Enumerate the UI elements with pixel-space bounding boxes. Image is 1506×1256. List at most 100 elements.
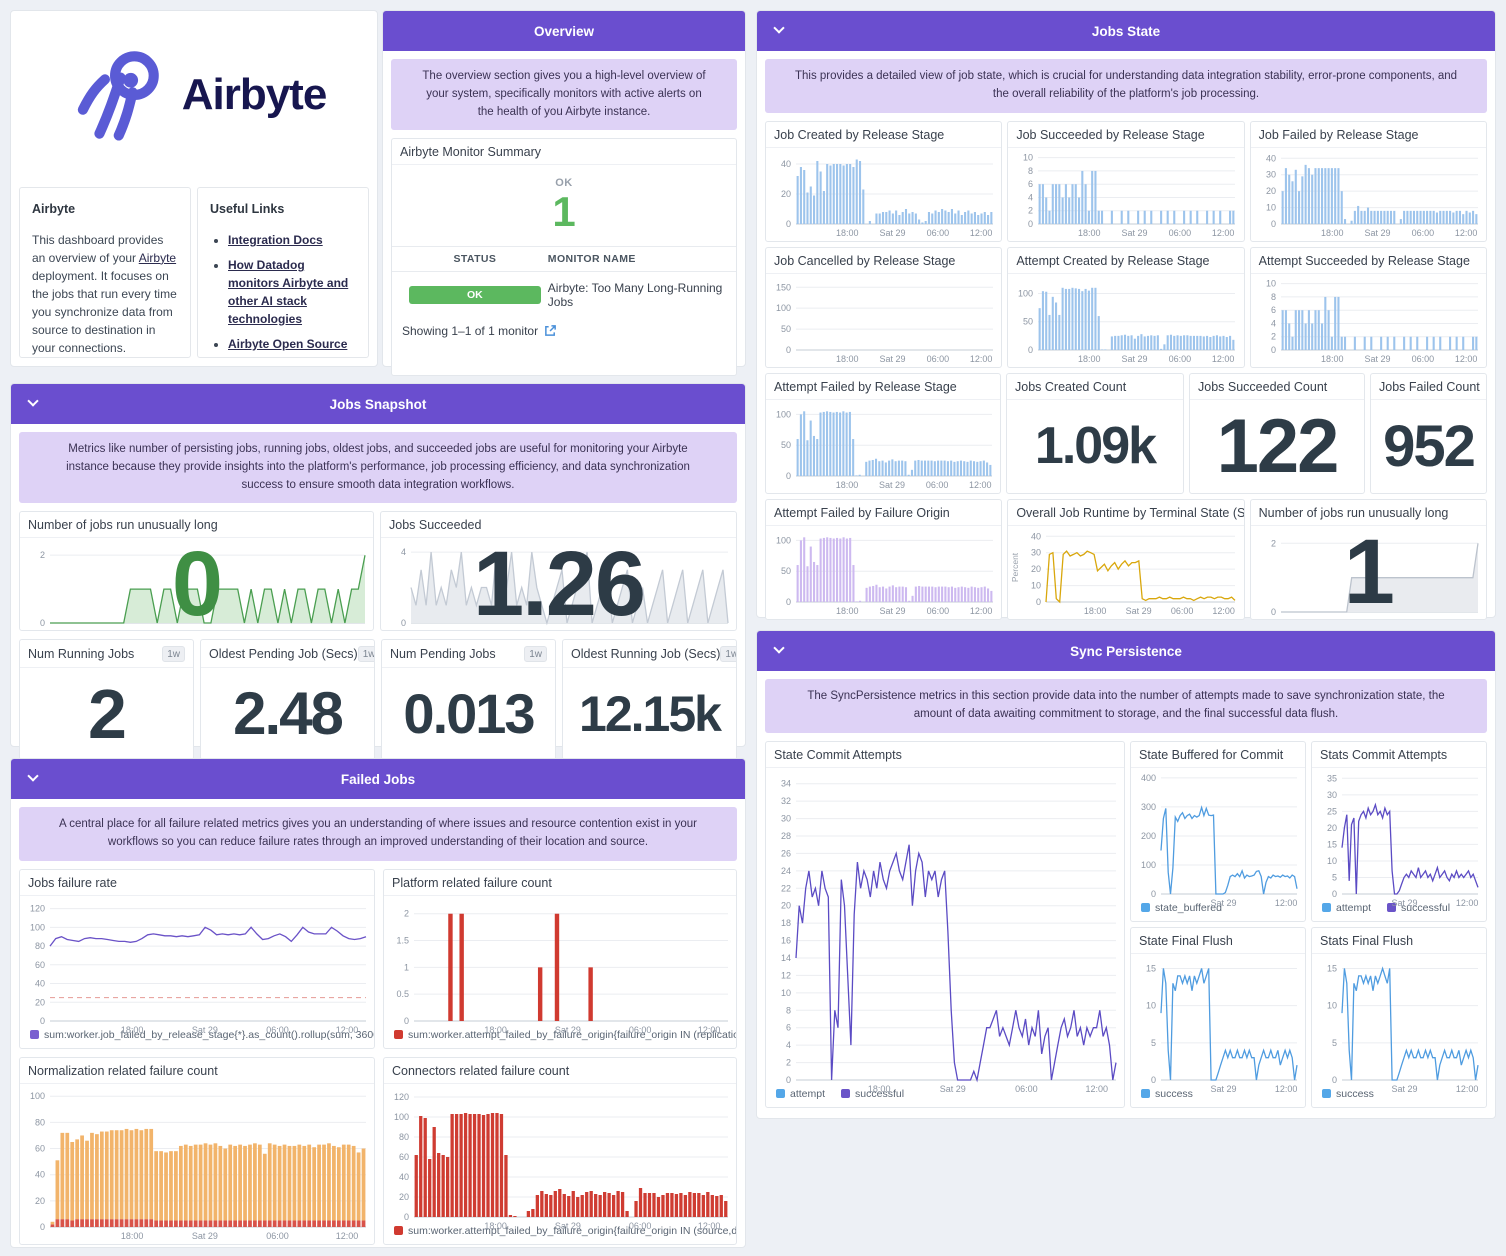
monitor-summary-widget[interactable]: Airbyte Monitor Summary OK 1 STATUS MONI…: [391, 138, 737, 377]
monitor-name[interactable]: Airbyte: Too Many Long-Running Jobs: [547, 280, 723, 309]
platform-failure-widget[interactable]: Platform related failure count 0 0.5 1 1.5 2…: [383, 868, 737, 1049]
connectors-failure-widget[interactable]: Connectors related failure count 0 20 40 60…: [383, 1056, 737, 1245]
job-created-widget[interactable]: Job Created by Release Stage 0 20 40 18:00 S…: [765, 120, 1003, 242]
svg-text:25: 25: [1327, 806, 1337, 816]
stats-final-flush-chart[interactable]: 0 5 10 15 Sat 29 12:00: [1312, 954, 1486, 1094]
chart-legend[interactable]: sum:worker.attempt_failed_by_failure_ori…: [384, 1026, 736, 1048]
svg-text:12:00: 12:00: [698, 1025, 721, 1035]
chart-legend[interactable]: sum:worker.attempt_failed_by_failure_ori…: [384, 1222, 736, 1244]
attempt-created-chart[interactable]: 0 50 100 18:00 Sat 29 06:00 12:00: [1008, 274, 1243, 367]
jobs-failure-rate-chart[interactable]: 0 20 40 60 80 100 120 18:00 Sat 29 06:00 12:00: [20, 896, 374, 1035]
jobs-created-count-widget[interactable]: Jobs Created Count 1.09k: [1006, 372, 1184, 494]
jobs-succeeded-count-widget[interactable]: Jobs Succeeded Count 122: [1189, 372, 1365, 494]
stats-final-flush-widget[interactable]: Stats Final Flush 0 5 10 15 Sat 29 12:00 succ…: [1311, 926, 1487, 1108]
oldest-running-job-value: 12.15k: [579, 685, 722, 742]
sync-persistence-header[interactable]: Sync Persistence: [757, 631, 1495, 671]
state-buffered-chart[interactable]: 0 100 200 300 400 Sat 29 12:00: [1131, 768, 1305, 908]
svg-text:0: 0: [1151, 889, 1156, 899]
integration-docs-link[interactable]: Integration Docs: [228, 232, 323, 247]
sync-persistence-note: The SyncPersistence metrics in this sect…: [765, 679, 1487, 733]
svg-text:18:00: 18:00: [868, 1084, 891, 1094]
jobs-state-header[interactable]: Jobs State: [757, 11, 1495, 51]
job-failed-widget[interactable]: Job Failed by Release Stage 0 10 20 30 40 18:…: [1249, 120, 1487, 242]
widget-title: Num Pending Jobs: [390, 647, 496, 662]
job-failed-chart[interactable]: 0 10 20 30 40 18:00 Sat 29 06:00 12:00: [1251, 148, 1486, 241]
job-runtime-chart[interactable]: 0 10 20 30 40 Percent 18:00 Sat 29 06:00 12:00: [1008, 526, 1243, 619]
jobs-snapshot-header[interactable]: Jobs Snapshot: [11, 384, 745, 424]
chart-legend[interactable]: state_buffered: [1131, 899, 1305, 921]
svg-text:6: 6: [1028, 179, 1033, 189]
job-cancelled-widget[interactable]: Job Cancelled by Release Stage 0 50 100 150…: [765, 246, 1003, 368]
legend-swatch: [1322, 903, 1331, 913]
attempt-failed-origin-widget[interactable]: Attempt Failed by Failure Origin 0 50 100 1…: [765, 498, 1003, 620]
attempt-failed-chart[interactable]: 0 50 100 18:00 Sat 29 06:00 12:00: [766, 400, 1000, 493]
stats-commit-attempts-widget[interactable]: Stats Commit Attempts 0 5 10 15 20 25 30 35 Sat …: [1311, 740, 1487, 922]
svg-text:2: 2: [1028, 205, 1033, 215]
connectors-failure-chart[interactable]: 0 20 40 60 80 100 120 18:00 Sat 29 06:00 12:00: [384, 1084, 736, 1231]
jobs-failed-count-widget[interactable]: Jobs Failed Count 952: [1370, 372, 1487, 494]
useful-links-note: Useful Links Integration Docs How Datado…: [197, 187, 369, 358]
stats-commit-attempts-chart[interactable]: 0 5 10 15 20 25 30 35 Sat 29 12:00: [1312, 768, 1486, 908]
svg-text:20: 20: [1327, 823, 1337, 833]
state-final-flush-widget[interactable]: State Final Flush 0 5 10 15 Sat 29 12:00 succ…: [1130, 926, 1306, 1108]
attempt-created-widget[interactable]: Attempt Created by Release Stage 0 50 100 1…: [1007, 246, 1245, 368]
num-running-jobs-widget[interactable]: Num Running Jobs 1w 2: [19, 639, 194, 761]
chart-legend[interactable]: attempt successful: [1312, 899, 1486, 921]
overview-header[interactable]: Overview: [383, 11, 745, 51]
collapse-chevron-icon[interactable]: [27, 395, 39, 407]
normalization-failure-chart[interactable]: 0 20 40 60 80 100 18:00 Sat 29 06:00 12:00: [20, 1084, 374, 1244]
svg-text:0: 0: [1271, 607, 1276, 617]
svg-text:12:00: 12:00: [1275, 898, 1298, 908]
job-created-chart[interactable]: 0 20 40 18:00 Sat 29 06:00 12:00: [766, 148, 1001, 241]
monitor-row[interactable]: OK Airbyte: Too Many Long-Running Jobs: [392, 272, 736, 318]
state-commit-attempts-widget[interactable]: State Commit Attempts 0 2 4 6 8 10 12 14 16 18 20 2…: [765, 740, 1125, 1108]
chart-legend[interactable]: success: [1131, 1085, 1305, 1107]
job-succeeded-widget[interactable]: Job Succeeded by Release Stage 0 2 4 6 8 10 18…: [1007, 120, 1245, 242]
jobs-failure-rate-widget[interactable]: Jobs failure rate 0 20 40 60 80 100 120 18:00 Sa…: [19, 868, 375, 1049]
job-succeeded-chart[interactable]: 0 2 4 6 8 10 18:00 Sat 29 06:00 12:00: [1008, 148, 1243, 241]
legend-label: attempt: [1336, 901, 1372, 914]
platform-failure-chart[interactable]: 0 0.5 1 1.5 2 18:00 Sat 29 06:00 12:00: [384, 896, 736, 1035]
oldest-running-job-widget[interactable]: Oldest Running Job (Secs)1w 12.15k: [562, 639, 737, 761]
state-commit-attempts-chart[interactable]: 0 2 4 6 8 10 12 14 16 18 20 22 24 26 28 30 32 34 18:00 Sat …: [766, 768, 1124, 1094]
job-runtime-widget[interactable]: Overall Job Runtime by Terminal State (S…: [1007, 498, 1245, 620]
collapse-chevron-icon[interactable]: [773, 642, 785, 654]
chart-legend[interactable]: attempt successful: [766, 1085, 1124, 1107]
attempt-failed-widget[interactable]: Attempt Failed by Release Stage 0 50 100 18…: [765, 372, 1001, 494]
external-link-icon[interactable]: [544, 324, 557, 337]
svg-text:Sat 29: Sat 29: [1211, 898, 1237, 908]
airbyte-link[interactable]: Airbyte: [138, 250, 177, 265]
chart-legend[interactable]: sum:worker.job_failed_by_release_stage{*…: [20, 1026, 374, 1048]
num-pending-jobs-widget[interactable]: Num Pending Jobs 1w 0.013: [381, 639, 556, 761]
job-cancelled-chart[interactable]: 0 50 100 150 18:00 Sat 29 06:00 12:00: [766, 274, 1001, 367]
state-final-flush-chart[interactable]: 0 5 10 15 Sat 29 12:00: [1131, 954, 1305, 1094]
attempt-succeeded-widget[interactable]: Attempt Succeeded by Release Stage 0 2 4 6 8…: [1249, 246, 1487, 368]
failed-jobs-header[interactable]: Failed Jobs: [11, 759, 745, 799]
svg-text:10: 10: [1266, 278, 1276, 288]
datadog-monitors-link[interactable]: How Datadog monitors Airbyte and other A…: [228, 257, 349, 326]
open-source-deployment-link[interactable]: Airbyte Open Source Deployment: [228, 336, 348, 357]
svg-text:80: 80: [399, 1132, 409, 1142]
svg-text:40: 40: [1266, 153, 1276, 163]
attempt-failed-origin-chart[interactable]: 0 50 100 18:00 Sat 29 06:00 12:00: [766, 526, 1001, 619]
oldest-pending-job-widget[interactable]: Oldest Pending Job (Secs)1w 2.48: [200, 639, 375, 761]
attempt-succeeded-chart[interactable]: 0 2 4 6 8 10 18:00 Sat 29 06:00 12:00: [1251, 274, 1486, 367]
normalization-failure-widget[interactable]: Normalization related failure count 0 20 4…: [19, 1056, 375, 1245]
collapse-chevron-icon[interactable]: [773, 22, 785, 34]
svg-text:Sat 29: Sat 29: [192, 1231, 218, 1241]
svg-text:18:00: 18:00: [1078, 354, 1101, 364]
svg-text:50: 50: [781, 324, 791, 334]
legend-label: successful: [1401, 901, 1451, 914]
chart-legend[interactable]: success: [1312, 1085, 1486, 1107]
logo-dot: [123, 72, 138, 88]
legend-swatch: [30, 1030, 39, 1040]
collapse-chevron-icon[interactable]: [27, 770, 39, 782]
useful-links-list: Integration Docs How Datadog monitors Ai…: [228, 231, 356, 357]
state-buffered-widget[interactable]: State Buffered for Commit 0 100 200 300 400 S…: [1130, 740, 1306, 922]
